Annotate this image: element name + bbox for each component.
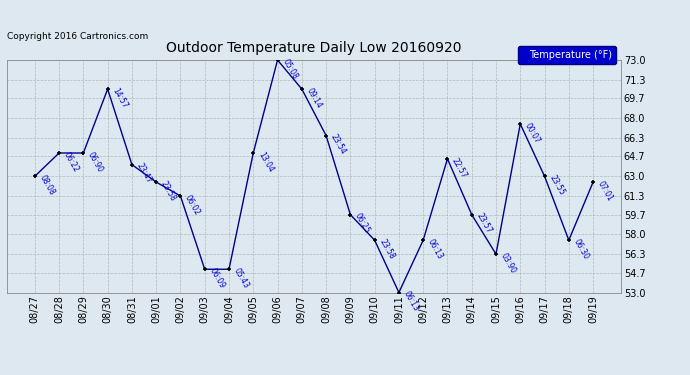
- Point: [417, 237, 428, 243]
- Text: 06:90: 06:90: [86, 150, 105, 174]
- Point: [54, 150, 65, 156]
- Point: [515, 121, 526, 127]
- Text: 23:54: 23:54: [329, 133, 348, 156]
- Point: [296, 86, 307, 92]
- Text: 22:57: 22:57: [451, 156, 469, 179]
- Point: [442, 156, 453, 162]
- Text: 09:14: 09:14: [304, 86, 324, 110]
- Point: [150, 179, 161, 185]
- Text: 06:30: 06:30: [571, 237, 591, 261]
- Text: 06:13: 06:13: [426, 237, 444, 261]
- Point: [466, 211, 477, 217]
- Text: 23:55: 23:55: [547, 174, 566, 197]
- Text: 13:04: 13:04: [256, 150, 275, 174]
- Text: 23:57: 23:57: [475, 212, 493, 235]
- Point: [369, 237, 380, 243]
- Point: [199, 266, 210, 272]
- Point: [175, 193, 186, 199]
- Text: 06:02: 06:02: [184, 193, 202, 217]
- Text: 06:25: 06:25: [353, 212, 372, 235]
- Point: [491, 251, 502, 257]
- Text: 23:58: 23:58: [377, 237, 396, 261]
- Point: [345, 211, 356, 217]
- Text: 23:47: 23:47: [135, 162, 153, 185]
- Point: [29, 173, 40, 179]
- Text: 05:43: 05:43: [232, 267, 250, 290]
- Text: 06:22: 06:22: [62, 150, 81, 174]
- Title: Outdoor Temperature Daily Low 20160920: Outdoor Temperature Daily Low 20160920: [166, 40, 462, 55]
- Text: 08:08: 08:08: [37, 174, 57, 197]
- Point: [563, 237, 574, 243]
- Point: [393, 290, 404, 296]
- Point: [224, 266, 235, 272]
- Text: 23:58: 23:58: [159, 179, 177, 203]
- Point: [126, 162, 137, 168]
- Text: 07:01: 07:01: [596, 179, 615, 203]
- Text: 06:13: 06:13: [402, 290, 420, 313]
- Point: [102, 86, 113, 92]
- Text: 14:57: 14:57: [110, 86, 129, 110]
- Point: [539, 173, 550, 179]
- Text: Copyright 2016 Cartronics.com: Copyright 2016 Cartronics.com: [7, 32, 148, 41]
- Legend: Temperature (°F): Temperature (°F): [518, 46, 616, 64]
- Text: 00:07: 00:07: [523, 121, 542, 145]
- Point: [321, 133, 332, 139]
- Text: 05:08: 05:08: [280, 57, 299, 81]
- Text: 03:90: 03:90: [499, 251, 518, 275]
- Text: 06:09: 06:09: [208, 267, 226, 290]
- Point: [272, 57, 283, 63]
- Point: [588, 179, 599, 185]
- Point: [78, 150, 89, 156]
- Point: [248, 150, 259, 156]
